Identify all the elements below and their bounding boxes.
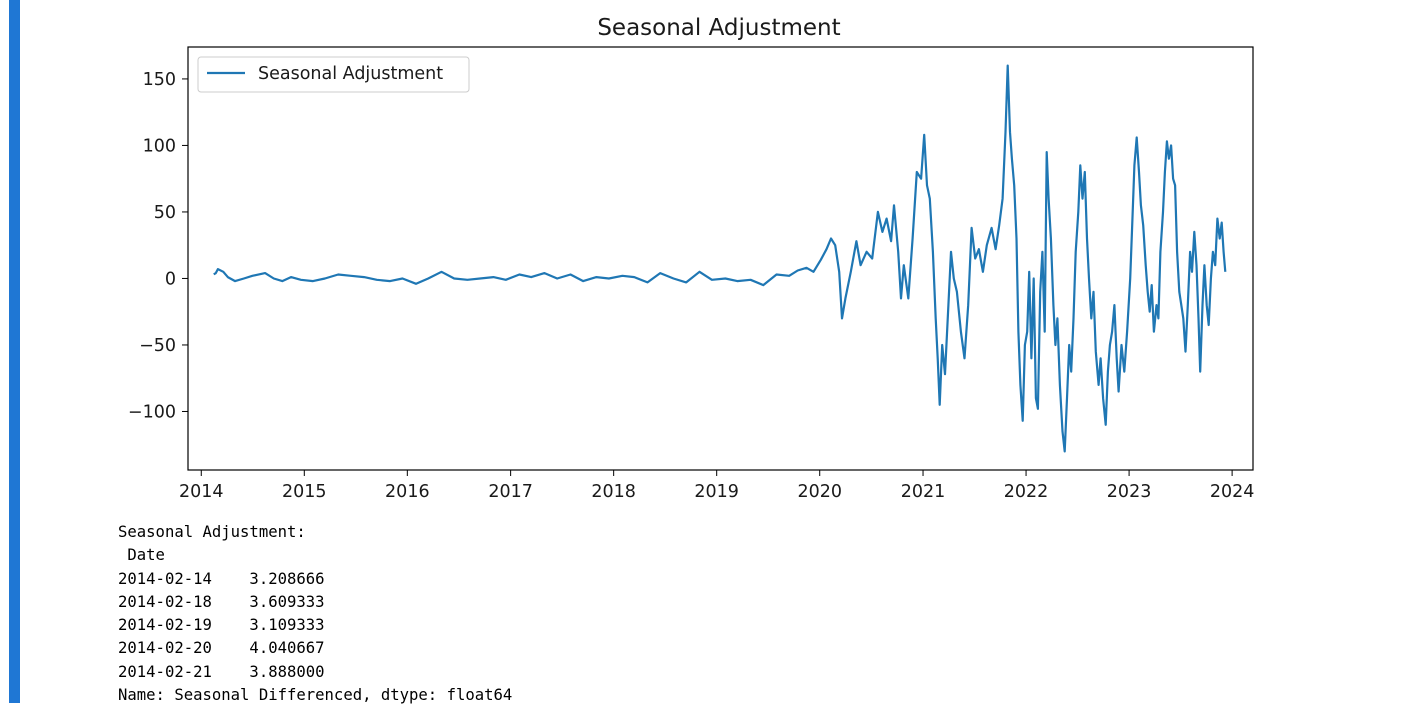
x-tick-label: 2022: [1004, 482, 1049, 502]
plot-frame: [187, 46, 1254, 471]
x-tick-label: 2018: [591, 482, 636, 502]
cell-output: Seasonal Adjustment: Date 2014-02-14 3.20…: [118, 521, 512, 707]
legend-box: [197, 56, 470, 93]
y-tick-label: 100: [143, 136, 176, 156]
x-tick-label: 2017: [488, 482, 533, 502]
series-line-0: [213, 64, 1227, 453]
output-row: 2014-02-18 3.609333: [118, 592, 325, 611]
output-row: 2014-02-19 3.109333: [118, 616, 325, 635]
y-tick-label: −50: [139, 336, 176, 356]
y-tick-label: 0: [165, 269, 176, 289]
output-header: Seasonal Adjustment:: [118, 523, 306, 541]
x-tick-label: 2016: [385, 482, 430, 502]
output-row: 2014-02-14 3.208666: [118, 569, 325, 588]
output-row: 2014-02-21 3.888000: [118, 662, 325, 681]
x-tick-label: 2023: [1107, 482, 1152, 502]
x-tick-label: 2015: [282, 482, 327, 502]
cell-accent-bar: [9, 0, 20, 703]
y-tick-label: 50: [154, 203, 176, 223]
y-tick-label: −100: [128, 402, 176, 422]
x-tick-label: 2024: [1210, 482, 1255, 502]
legend-label: Seasonal Adjustment: [258, 64, 443, 84]
x-tick-label: 2014: [179, 482, 224, 502]
chart-title: Seasonal Adjustment: [597, 15, 840, 41]
output-footer: Name: Seasonal Differenced, dtype: float…: [118, 686, 513, 705]
output-index-name: Date: [118, 546, 165, 565]
x-tick-label: 2021: [901, 482, 946, 502]
x-tick-label: 2019: [694, 482, 739, 502]
output-row: 2014-02-20 4.040667: [118, 639, 325, 658]
x-tick-label: 2020: [797, 482, 842, 502]
y-tick-label: 150: [143, 70, 176, 90]
line-chart: Seasonal Adjustment 2014 2015 2016 2017 2018…: [100, 8, 1280, 513]
chart-svg: Seasonal Adjustment 2014 2015 2016 2017 2018…: [128, 15, 1255, 502]
